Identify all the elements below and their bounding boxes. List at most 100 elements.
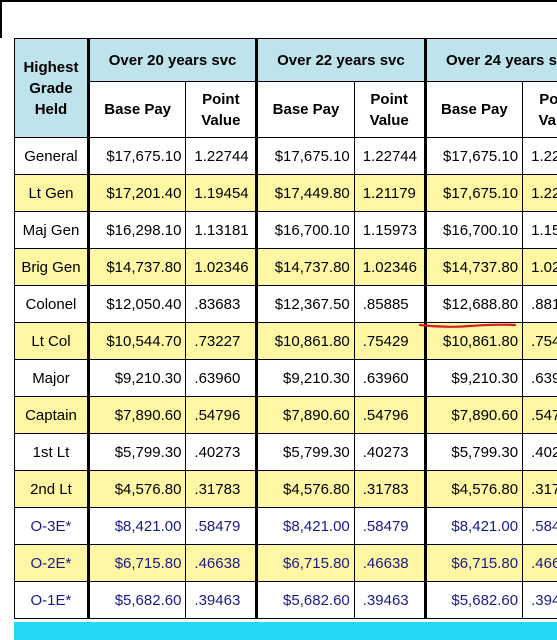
- point-value-cell: 1.15973: [522, 211, 557, 249]
- point-value-cell: .54796: [353, 396, 426, 434]
- grade-header-line: Held: [34, 100, 68, 118]
- point-value-cell: .46638: [522, 544, 557, 582]
- point-header-line: Point: [539, 90, 557, 108]
- grade-cell: General: [14, 137, 90, 175]
- point-value-cell: .40273: [522, 433, 557, 471]
- base-pay-header: Base Pay: [423, 81, 524, 138]
- table-row: Lt Gen $17,201.40 1.19454 $17,449.80 1.21179…: [14, 174, 557, 212]
- grade-cell: 1st Lt: [14, 433, 90, 471]
- grade-cell: Maj Gen: [14, 211, 90, 249]
- point-value-cell: 1.02346: [185, 248, 258, 286]
- point-value-cell: .63960: [522, 359, 557, 397]
- base-pay-cell: $10,544.70: [87, 322, 187, 360]
- point-value-header: Point Value: [185, 81, 258, 138]
- point-value-cell: 1.22744: [522, 137, 557, 175]
- table-row: Maj Gen $16,298.10 1.13181 $16,700.10 1.1597…: [14, 211, 557, 249]
- base-pay-cell: $5,682.60: [255, 581, 355, 619]
- grade-cell: Lt Col: [14, 322, 90, 360]
- point-value-cell: .58479: [185, 507, 258, 545]
- base-pay-cell: $14,737.80: [423, 248, 524, 286]
- pay-table-viewport[interactable]: Highest Grade Held Over 20 years svc Ove…: [14, 38, 557, 622]
- point-header-line: Value: [201, 111, 241, 129]
- grade-header-line: Grade: [29, 79, 73, 97]
- table-row: O-1E* $5,682.60.39463 $5,682.60.39463 $5,68…: [14, 581, 557, 619]
- base-pay-cell: $14,737.80: [255, 248, 355, 286]
- table-row: Captain $7,890.60.54796 $7,890.60.54796 $7,…: [14, 396, 557, 434]
- base-pay-cell: $5,682.60: [87, 581, 187, 619]
- point-value-cell: .31783: [522, 470, 557, 508]
- base-pay-cell: $8,421.00: [87, 507, 187, 545]
- table-row: 2nd Lt $4,576.80.31783 $4,576.80.31783 $4,5…: [14, 470, 557, 508]
- point-value-cell: .63960: [185, 359, 258, 397]
- point-value-header: Point Value: [353, 81, 426, 138]
- grade-header-line: Highest: [23, 58, 79, 76]
- base-pay-cell: $17,201.40: [87, 174, 187, 212]
- point-value-cell: .83683: [185, 285, 258, 323]
- point-value-cell: .40273: [353, 433, 426, 471]
- point-header-line: Value: [369, 111, 409, 129]
- base-pay-cell: $17,449.80: [255, 174, 355, 212]
- table-row: O-2E* $6,715.80.46638 $6,715.80.46638 $6,71…: [14, 544, 557, 582]
- grade-cell: O-3E*: [14, 507, 90, 545]
- point-value-cell: 1.22744: [522, 174, 557, 212]
- base-pay-cell: $5,799.30: [255, 433, 355, 471]
- base-pay-cell: $12,688.80: [423, 285, 524, 323]
- grade-cell: O-2E*: [14, 544, 90, 582]
- group-header-22yrs: Over 22 years svc: [255, 38, 426, 82]
- base-pay-cell: $10,861.80: [255, 322, 355, 360]
- grade-cell: 2nd Lt: [14, 470, 90, 508]
- point-value-cell: 1.22744: [353, 137, 426, 175]
- top-band: [0, 0, 557, 38]
- base-pay-cell: $6,715.80: [87, 544, 187, 582]
- base-pay-cell: $5,682.60: [423, 581, 524, 619]
- base-pay-cell: $9,210.30: [255, 359, 355, 397]
- point-value-cell: .75429: [522, 322, 557, 360]
- point-value-cell: .46638: [185, 544, 258, 582]
- base-pay-header: Base Pay: [255, 81, 355, 138]
- base-pay-cell: $12,050.40: [87, 285, 187, 323]
- point-value-cell: .54796: [522, 396, 557, 434]
- point-value-cell: 1.21179: [353, 174, 426, 212]
- grade-cell: Lt Gen: [14, 174, 90, 212]
- table-row: Colonel $12,050.40.83683 $12,367.50.85885 $…: [14, 285, 557, 323]
- base-pay-cell: $10,861.80: [423, 322, 524, 360]
- point-value-cell: .54796: [185, 396, 258, 434]
- base-pay-cell: $16,298.10: [87, 211, 187, 249]
- point-header-line: Point: [370, 90, 408, 108]
- table-row: Major $9,210.30.63960 $9,210.30.63960 $9,21…: [14, 359, 557, 397]
- grade-cell: Major: [14, 359, 90, 397]
- base-pay-cell: $4,576.80: [87, 470, 187, 508]
- point-value-cell: .58479: [353, 507, 426, 545]
- group-header-20yrs: Over 20 years svc: [87, 38, 258, 82]
- base-pay-cell: $5,799.30: [423, 433, 524, 471]
- point-value-cell: 1.19454: [185, 174, 258, 212]
- grade-cell: Colonel: [14, 285, 90, 323]
- group-header-24yrs: Over 24 years svc: [423, 38, 557, 82]
- base-pay-cell: $17,675.10: [423, 174, 524, 212]
- base-pay-cell: $5,799.30: [87, 433, 187, 471]
- base-pay-cell: $9,210.30: [423, 359, 524, 397]
- grade-cell: Brig Gen: [14, 248, 90, 286]
- grade-cell: O-1E*: [14, 581, 90, 619]
- base-pay-cell: $17,675.10: [423, 137, 524, 175]
- base-pay-cell: $8,421.00: [255, 507, 355, 545]
- base-pay-cell: $14,737.80: [87, 248, 187, 286]
- point-header-line: Value: [538, 111, 557, 129]
- base-pay-cell: $4,576.80: [255, 470, 355, 508]
- table-row: General $17,675.10 1.22744 $17,675.10 1.2274…: [14, 137, 557, 175]
- base-pay-cell: $7,890.60: [87, 396, 187, 434]
- point-value-cell: .31783: [353, 470, 426, 508]
- base-pay-cell: $12,367.50: [255, 285, 355, 323]
- point-value-cell: .39463: [353, 581, 426, 619]
- base-pay-cell: $8,421.00: [423, 507, 524, 545]
- table-row: O-3E* $8,421.00.58479 $8,421.00.58479 $8,42…: [14, 507, 557, 545]
- point-value-cell: 1.13181: [185, 211, 258, 249]
- base-pay-header: Base Pay: [87, 81, 187, 138]
- base-pay-cell: $7,890.60: [423, 396, 524, 434]
- point-value-cell: .73227: [185, 322, 258, 360]
- point-value-cell: .40273: [185, 433, 258, 471]
- base-pay-cell: $4,576.80: [423, 470, 524, 508]
- base-pay-cell: $9,210.30: [87, 359, 187, 397]
- point-value-cell: .46638: [353, 544, 426, 582]
- point-value-cell: .39463: [185, 581, 258, 619]
